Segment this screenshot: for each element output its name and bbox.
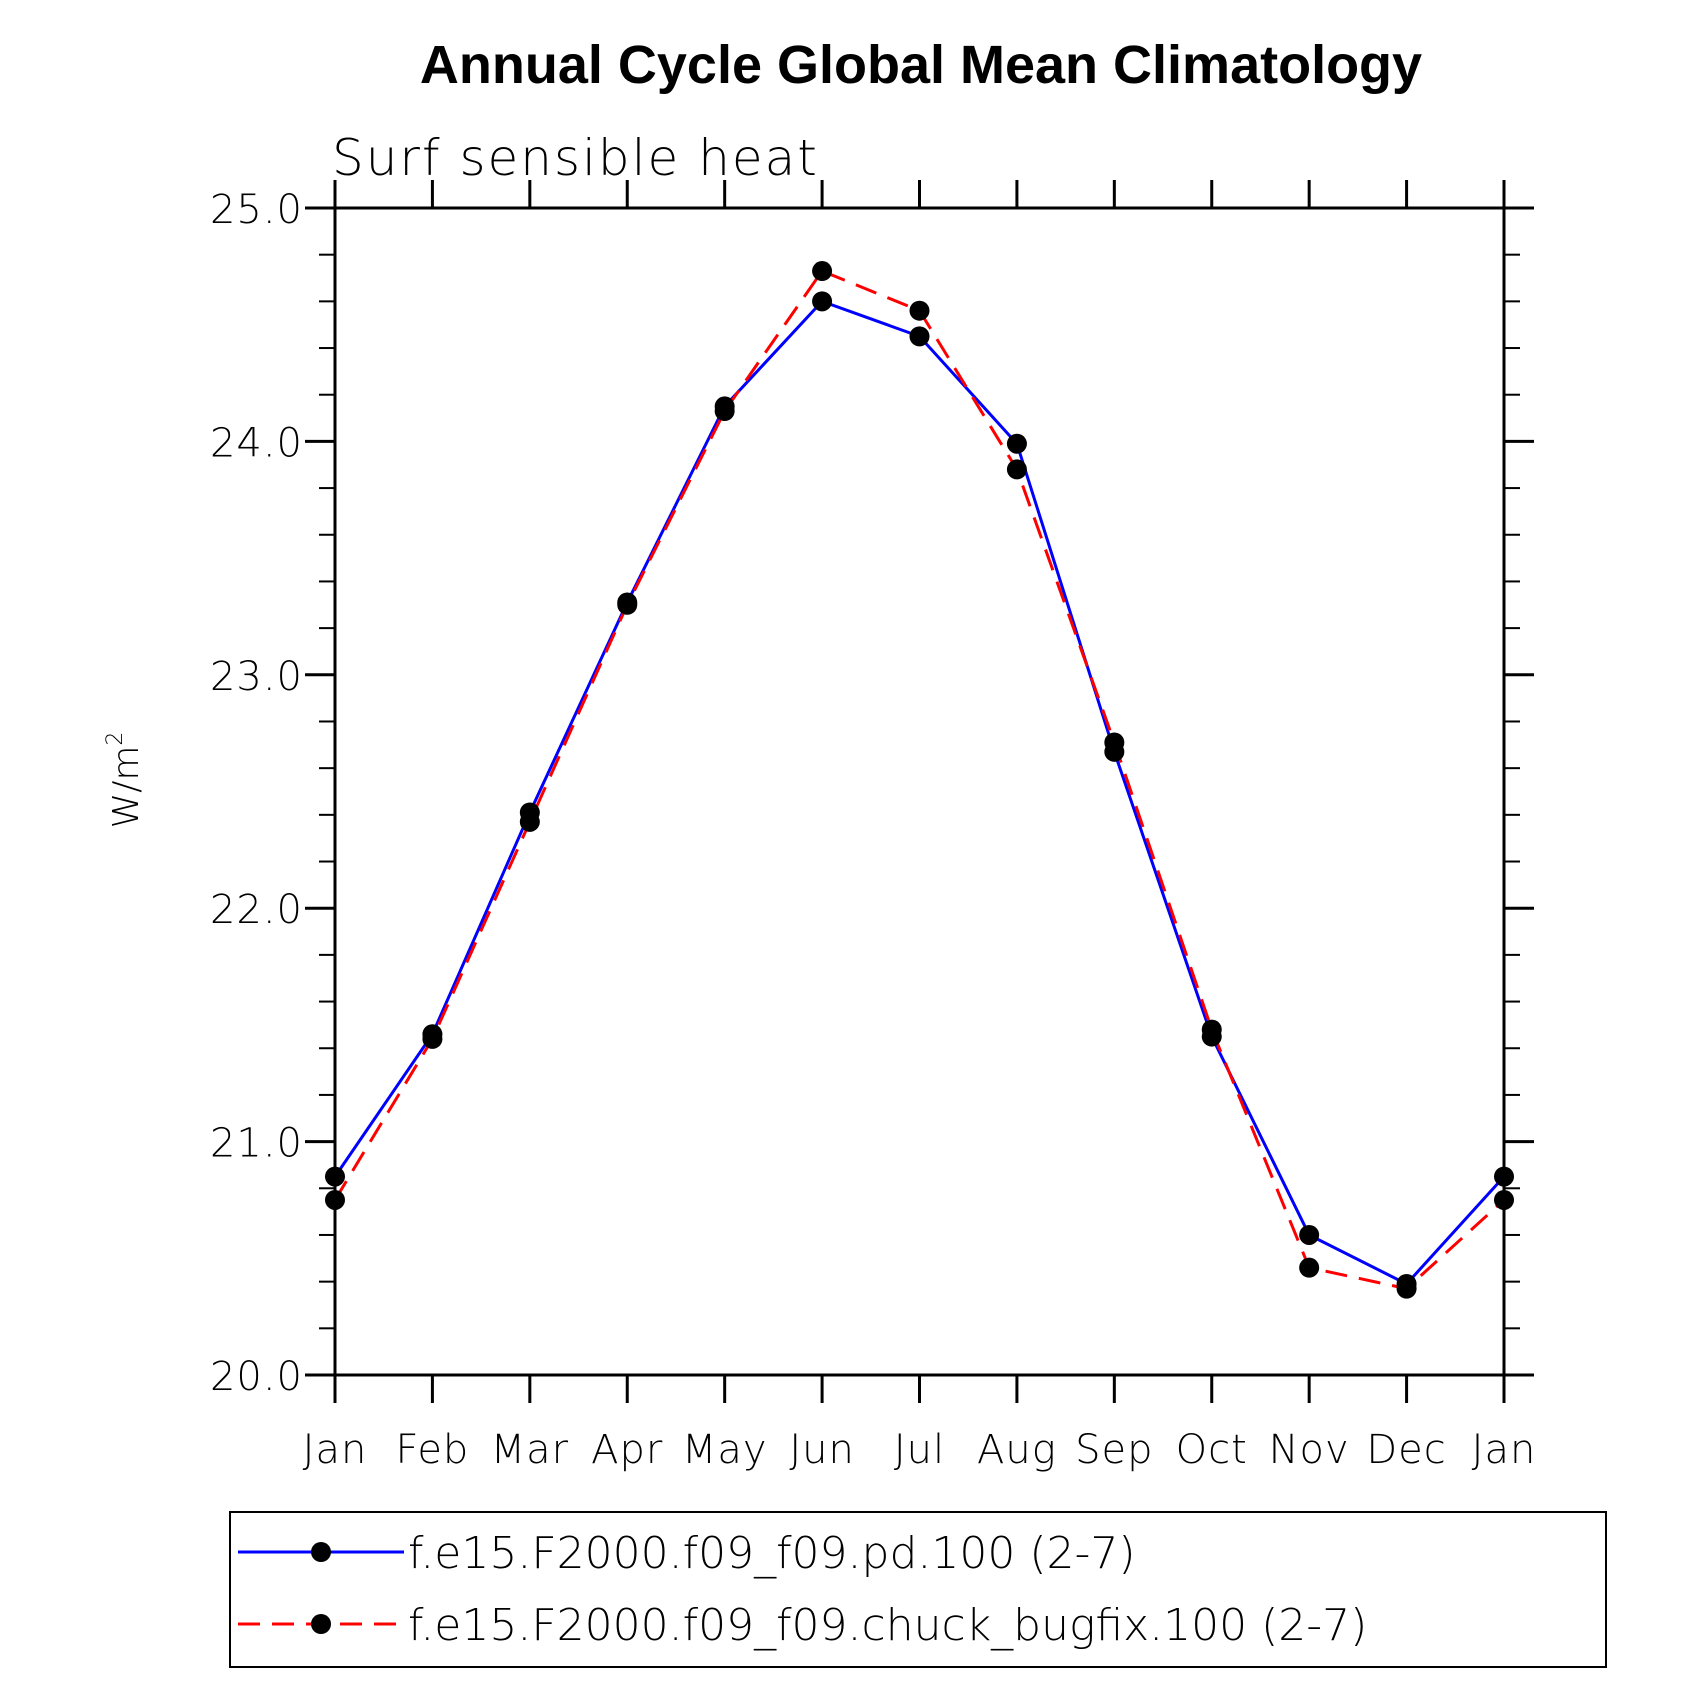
data-point [714, 401, 735, 422]
data-point [812, 261, 833, 282]
legend-marker [311, 1614, 331, 1634]
series-line [333, 299, 1506, 1286]
data-point [519, 811, 540, 832]
legend-items: f.e15.F2000.f09_f09.pd.100 (2-7) f.e15.F2… [238, 1528, 1367, 1651]
y-tick-label: 24.0 [210, 420, 303, 466]
legend: f.e15.F2000.f09_f09.pd.100 (2-7) f.e15.F2… [229, 1511, 1607, 1668]
x-tick-label: Mar [491, 1427, 569, 1473]
x-tick-label: Sep [1075, 1427, 1153, 1473]
y-tick-label: 22.0 [210, 887, 303, 933]
x-tick-label: Nov [1269, 1427, 1350, 1473]
y-tick-label: 20.0 [210, 1354, 303, 1400]
y-tick-label: 25.0 [210, 187, 303, 233]
x-tick-label: May [682, 1427, 768, 1473]
y-tick-labels: 20.0 21.0 22.0 23.0 24.0 25.0 [210, 187, 303, 1400]
y-axis-label-text: W/m [106, 746, 147, 829]
chart-title: Annual Cycle Global Mean Climatology [420, 35, 1422, 95]
x-tick-label: Jun [789, 1427, 855, 1473]
x-tick-label: Jan [1472, 1427, 1537, 1473]
x-tick-label: Jul [894, 1427, 945, 1473]
data-point [1104, 732, 1125, 753]
y-tick-label: 21.0 [210, 1121, 303, 1167]
data-point [909, 326, 930, 347]
axis-ticks [305, 180, 1534, 1403]
legend-marker [311, 1542, 331, 1562]
data-point [325, 1166, 345, 1187]
data-point [812, 291, 833, 312]
y-axis-label-superscript: 2 [103, 732, 128, 746]
data-point [1299, 1257, 1320, 1278]
x-tick-label: Jan [303, 1427, 368, 1473]
data-point [422, 1028, 443, 1049]
svg-text:W/m2: W/m2 [103, 732, 147, 829]
x-tick-label: Aug [977, 1427, 1057, 1473]
data-point [617, 594, 638, 615]
data-point [1494, 1166, 1514, 1187]
x-tick-label: Feb [396, 1427, 470, 1473]
y-axis-label: W/m2 [103, 732, 147, 829]
legend-box [229, 1511, 1607, 1668]
data-point [1396, 1278, 1417, 1299]
legend-label: f.e15.F2000.f09_f09.pd.100 (2-7) [408, 1528, 1136, 1579]
chart-subtitle: Surf sensible heat [332, 129, 819, 187]
legend-label: f.e15.F2000.f09_f09.chuck_bugfix.100 (2-… [408, 1600, 1367, 1651]
data-point [1006, 433, 1027, 454]
data-point [1494, 1189, 1514, 1210]
plot-frame [333, 206, 1506, 1377]
x-tick-label: Dec [1366, 1427, 1446, 1473]
x-tick-labels: Jan Feb Mar Apr May Jun Jul Aug Sep Oct Nov Dec Jan [303, 1427, 1537, 1473]
data-point [909, 300, 930, 321]
y-tick-label: 23.0 [210, 654, 303, 700]
x-tick-label: Apr [591, 1427, 663, 1473]
data-point [1201, 1019, 1222, 1040]
data-point [325, 1189, 345, 1210]
series-layer [325, 261, 1514, 1299]
x-tick-label: Oct [1176, 1427, 1248, 1473]
data-point [1299, 1224, 1320, 1245]
series-line [333, 269, 1506, 1291]
data-point [1006, 459, 1027, 480]
